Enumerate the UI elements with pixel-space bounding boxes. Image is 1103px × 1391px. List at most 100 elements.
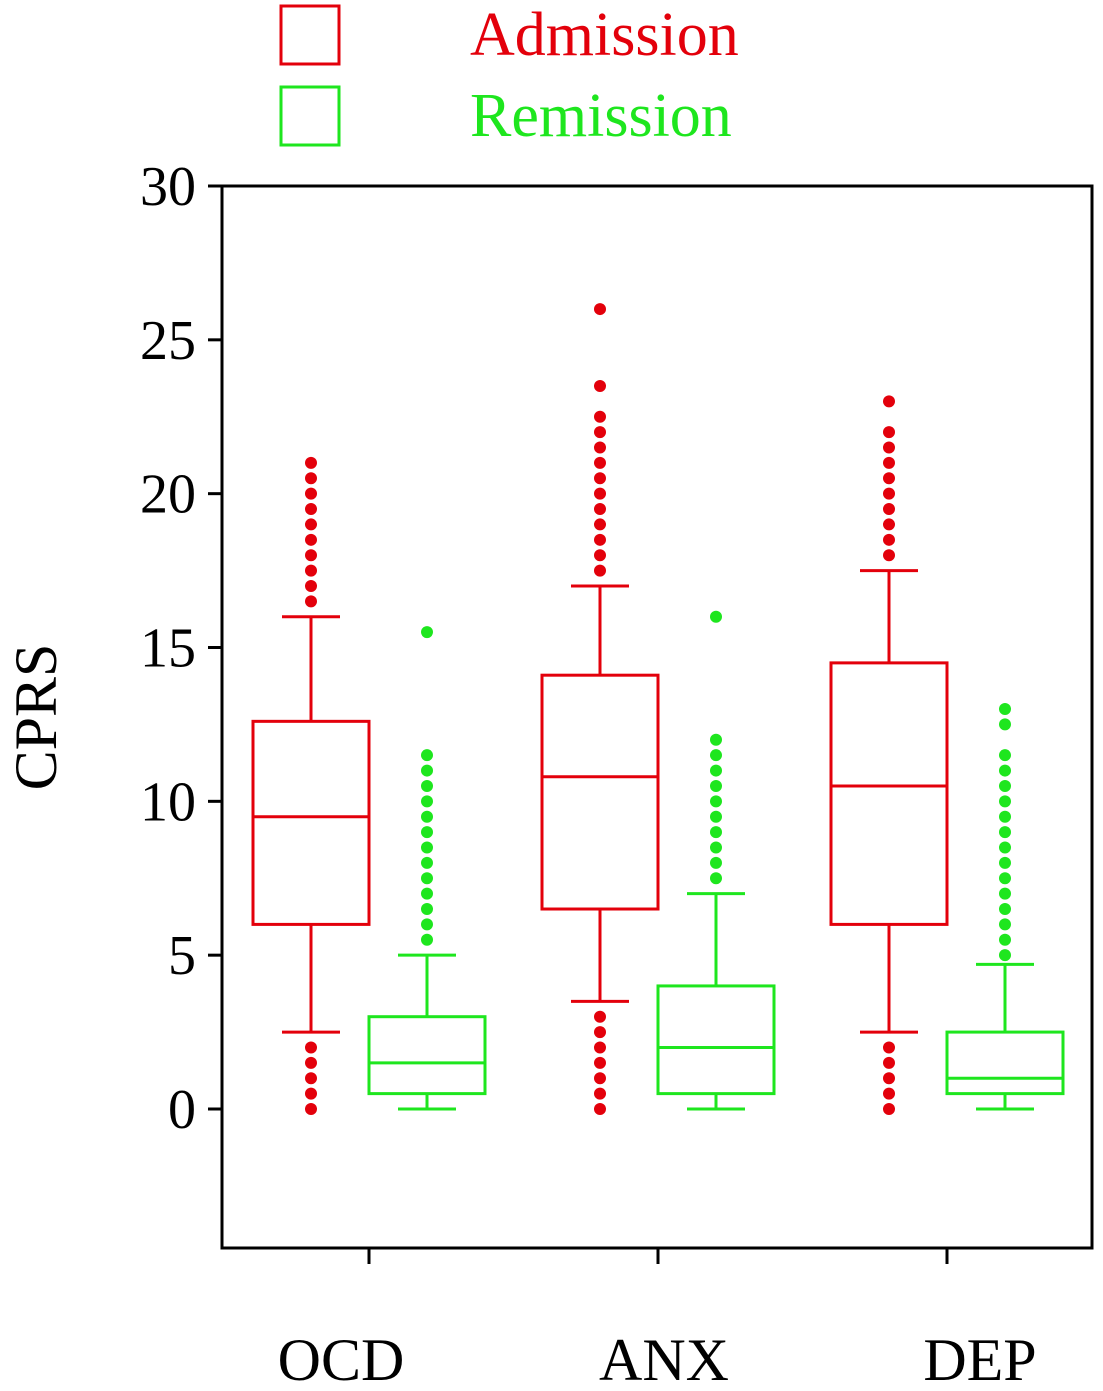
outlier-point [305, 1103, 317, 1115]
outlier-point [421, 626, 433, 639]
outlier-point [710, 841, 722, 854]
outlier-point [710, 810, 722, 823]
outlier-point [305, 1056, 317, 1069]
outlier-point [594, 1010, 606, 1023]
y-axis-label: CPRS [3, 644, 69, 791]
legend-label-admission: Admission [470, 1, 739, 69]
y-tick-label: 30 [140, 156, 196, 218]
outlier-point [999, 949, 1011, 962]
outlier-point [999, 933, 1011, 946]
outlier-point [883, 487, 895, 500]
box-remission-ocd [367, 626, 487, 1111]
legend-swatch-remission [279, 85, 341, 147]
outlier-point [594, 472, 606, 485]
outlier-point [883, 533, 895, 546]
outlier-point [999, 703, 1011, 716]
outlier-point [594, 1026, 606, 1039]
box-iqr [367, 1015, 487, 1096]
outlier-point [883, 472, 895, 485]
outlier-point [594, 1103, 606, 1115]
outlier-point [421, 841, 433, 854]
outlier-point [883, 1087, 895, 1100]
outlier-point [710, 779, 722, 792]
outlier-point [421, 779, 433, 792]
legend: Admission Remission [279, 1, 739, 150]
y-tick-label: 20 [140, 464, 196, 526]
outlier-point [421, 856, 433, 869]
box-admission-ocd [251, 456, 371, 1115]
outlier-point [710, 764, 722, 777]
outlier-point [883, 1072, 895, 1085]
outlier-point [710, 826, 722, 839]
x-tick-label: ANX [599, 1327, 729, 1391]
outlier-point [999, 779, 1011, 792]
outlier-point [594, 1087, 606, 1100]
outlier-point [421, 826, 433, 839]
outlier-point [883, 1056, 895, 1069]
outlier-point [421, 887, 433, 900]
outlier-point [999, 810, 1011, 823]
outlier-point [710, 795, 722, 808]
outlier-point [594, 426, 606, 439]
outlier-point [999, 903, 1011, 916]
box-remission-dep [945, 703, 1065, 1111]
outlier-point [999, 764, 1011, 777]
outlier-point [999, 887, 1011, 900]
outlier-point [305, 1041, 317, 1054]
outlier-point [421, 795, 433, 808]
outlier-point [883, 456, 895, 469]
outlier-point [305, 1087, 317, 1100]
outlier-point [594, 549, 606, 562]
box-admission-anx [540, 303, 660, 1115]
outlier-point [305, 564, 317, 577]
y-tick-label: 5 [168, 925, 196, 987]
outlier-point [999, 718, 1011, 731]
y-tick-label: 25 [140, 310, 196, 372]
outlier-point [594, 410, 606, 423]
outlier-point [999, 749, 1011, 762]
outlier-point [594, 379, 606, 392]
outlier-point [594, 456, 606, 469]
plot-area [251, 303, 1065, 1115]
box-remission-anx [656, 610, 776, 1111]
outlier-point [594, 518, 606, 531]
box-iqr [540, 673, 660, 911]
x-axis: OCD ANX DEP [278, 1248, 1037, 1391]
outlier-point [710, 872, 722, 885]
outlier-point [883, 426, 895, 439]
outlier-point [883, 1103, 895, 1115]
outlier-point [305, 595, 317, 608]
outlier-point [421, 872, 433, 885]
outlier-point [594, 1072, 606, 1085]
outlier-point [421, 810, 433, 823]
outlier-point [305, 487, 317, 500]
legend-swatch-admission [279, 4, 341, 66]
outlier-point [305, 549, 317, 562]
box-iqr [656, 984, 776, 1096]
y-axis: 0 5 10 15 20 25 30 [140, 156, 222, 1141]
outlier-point [305, 1072, 317, 1085]
outlier-point [883, 518, 895, 531]
outlier-point [594, 533, 606, 546]
legend-label-remission: Remission [470, 82, 732, 150]
outlier-point [710, 733, 722, 746]
outlier-point [594, 1041, 606, 1054]
outlier-point [421, 933, 433, 946]
y-tick-label: 10 [140, 771, 196, 833]
outlier-point [710, 749, 722, 762]
outlier-point [421, 903, 433, 916]
box-iqr [829, 661, 949, 926]
box-iqr [945, 1030, 1065, 1096]
outlier-point [305, 456, 317, 469]
outlier-point [594, 487, 606, 500]
outlier-point [883, 441, 895, 454]
outlier-point [883, 395, 895, 408]
x-tick-label: DEP [923, 1327, 1036, 1391]
outlier-point [594, 503, 606, 516]
box-admission-dep [829, 395, 949, 1115]
outlier-point [999, 918, 1011, 931]
outlier-point [999, 872, 1011, 885]
box-iqr [251, 719, 371, 926]
outlier-point [594, 564, 606, 577]
